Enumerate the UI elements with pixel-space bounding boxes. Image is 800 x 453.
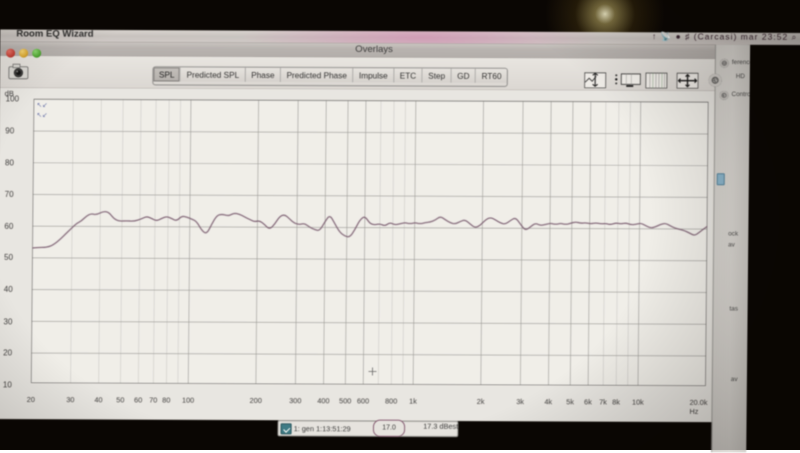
svg-text:↖↙: ↖↙ — [37, 102, 48, 109]
svg-text:↖↙: ↖↙ — [37, 112, 48, 119]
